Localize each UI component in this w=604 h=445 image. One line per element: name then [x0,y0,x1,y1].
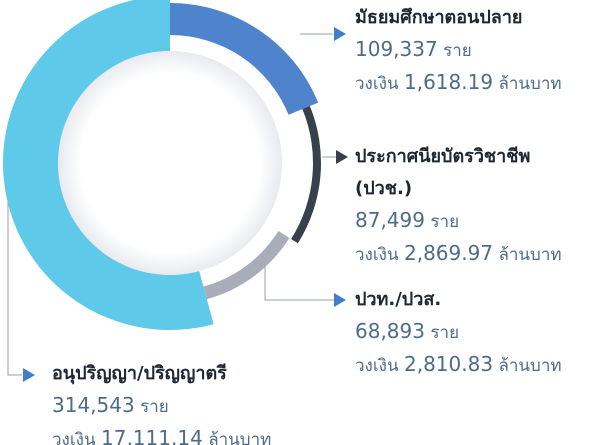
amount-prefix: วงเงิน [52,430,96,445]
amount-value: 2,869.97 [404,241,494,265]
count-unit: ราย [140,397,169,417]
amount-line: วงเงิน 2,869.97 ล้านบาท [355,238,580,271]
donut-segment [170,3,319,115]
category-name: มัธยมศึกษาตอนปลาย [355,7,523,28]
amount-value: 2,810.83 [404,352,494,376]
arrow [334,27,346,41]
count-value: 87,499 [355,208,425,232]
amount-unit: ล้านบาท [498,245,562,265]
arrows [23,27,348,382]
amount-line: วงเงิน 17,111.14 ล้านบาท [52,423,342,445]
category-name: ประกาศนียบัตรวิชาชีพ (ปวช.) [355,146,531,199]
count-line: 314,543 ราย [52,390,342,423]
amount-prefix: วงเงิน [355,74,399,94]
amount-unit: ล้านบาท [498,356,562,376]
segment-label: ปวท./ปวส. 68,893 ราย วงเงิน 2,810.83 ล้านบ… [355,284,604,382]
count-value: 109,337 [355,37,438,61]
inner-circle [58,51,282,275]
amount-unit: ล้านบาท [208,430,272,445]
segment-label: ประกาศนียบัตรวิชาชีพ (ปวช.) 87,499 ราย วงเ… [355,141,580,271]
amount-line: วงเงิน 2,810.83 ล้านบาท [355,349,604,382]
count-value: 68,893 [355,319,425,343]
amount-value: 1,618.19 [404,70,494,94]
count-unit: ราย [430,212,460,232]
count-unit: ราย [443,41,472,61]
donut-segment [203,231,290,300]
segment-label: อนุปริญญา/ปริญญาตรี 314,543 ราย วงเงิน 17,… [52,358,342,445]
amount-unit: ล้านบาท [498,74,562,94]
amount-prefix: วงเงิน [355,356,399,376]
amount-prefix: วงเงิน [355,245,399,265]
category-name: อนุปริญญา/ปริญญาตรี [52,363,227,384]
donut-segment [3,0,214,330]
donut-segment [291,106,322,244]
count-unit: ราย [430,323,460,343]
segment-label: มัธยมศึกษาตอนปลาย 109,337 ราย วงเงิน 1,618… [355,2,604,100]
connector [264,262,334,301]
count-value: 314,543 [52,393,135,417]
arrow [336,150,348,164]
category-name: ปวท./ปวส. [355,289,442,310]
amount-line: วงเงิน 1,618.19 ล้านบาท [355,67,604,100]
amount-value: 17,111.14 [101,426,203,445]
count-line: 109,337 ราย [355,34,604,67]
connectors [7,33,336,376]
count-line: 87,499 ราย [355,205,580,238]
connector [7,150,22,376]
count-line: 68,893 ราย [355,316,604,349]
arrow [23,368,35,382]
arrow [334,293,346,307]
